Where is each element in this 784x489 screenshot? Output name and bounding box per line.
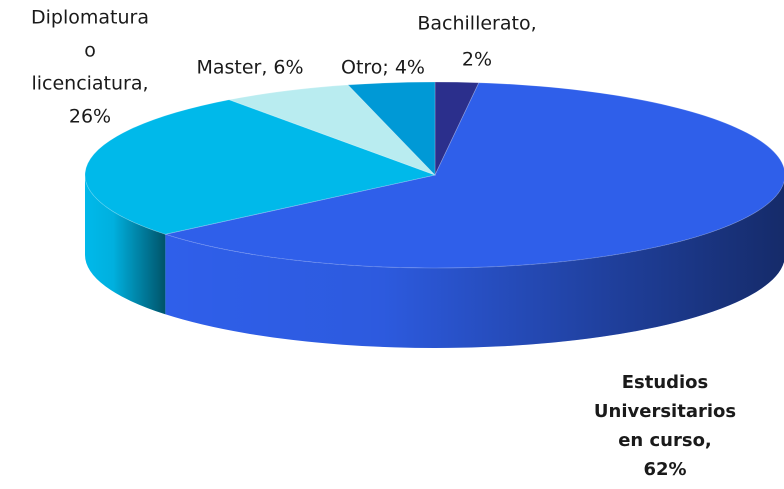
data-label: Diplomatura xyxy=(31,7,149,29)
data-label: licenciatura, xyxy=(31,73,148,95)
pie-side-shade xyxy=(165,181,784,348)
data-label: 2% xyxy=(462,49,492,71)
data-label: Estudios xyxy=(622,372,709,393)
pie-side-shade xyxy=(85,175,166,315)
labels: Bachillerato, 2% Estudios Universitarios en … xyxy=(31,7,736,481)
data-label: Otro; 4% xyxy=(341,57,425,79)
data-label: o xyxy=(84,40,96,62)
data-label: 26% xyxy=(69,106,111,128)
data-label: Bachillerato, xyxy=(417,13,536,35)
data-label: Universitarios xyxy=(594,401,736,422)
data-label: Master, 6% xyxy=(196,57,303,79)
pie-sides xyxy=(85,175,784,348)
pie-slice xyxy=(227,84,436,176)
pie-slice xyxy=(84,99,437,235)
pie-slice xyxy=(163,82,784,269)
pie-slice xyxy=(434,81,480,176)
data-label: en curso, xyxy=(618,430,712,451)
pie-slice xyxy=(347,81,436,176)
pie-tops xyxy=(84,81,784,269)
data-label: 62% xyxy=(643,459,686,480)
